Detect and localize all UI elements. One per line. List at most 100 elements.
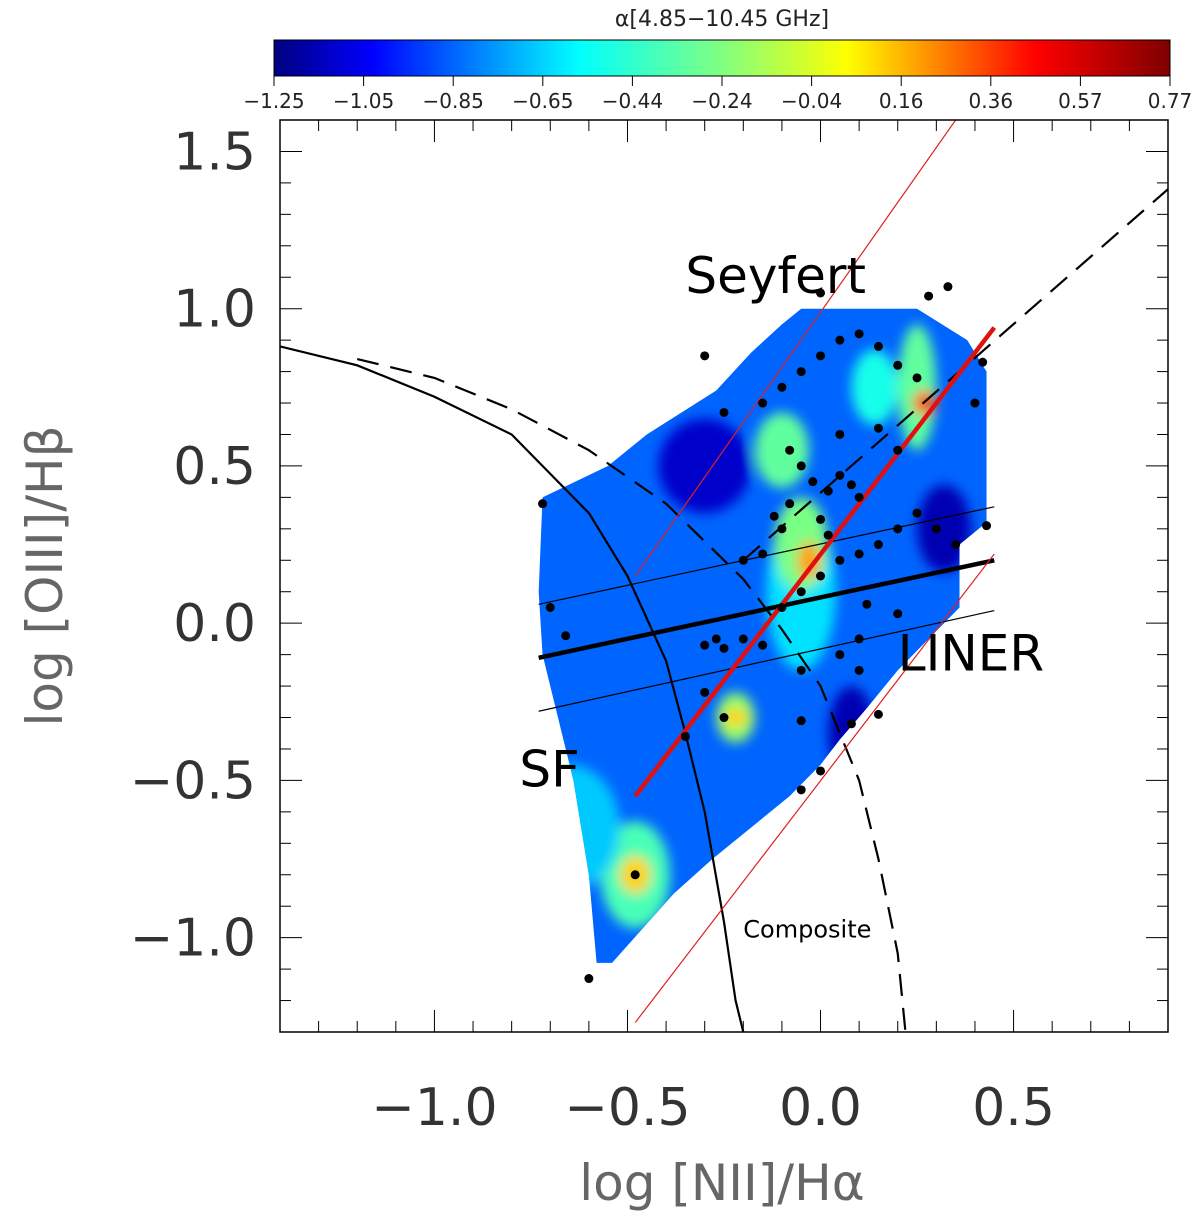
data-point <box>893 360 903 370</box>
data-point <box>816 571 826 581</box>
x-tick-label: −1.0 <box>371 1078 497 1138</box>
colorbar-tick-label: −0.65 <box>512 89 573 113</box>
colorbar-tick-label: 0.16 <box>879 89 924 113</box>
data-point <box>808 477 818 487</box>
data-point <box>846 480 856 490</box>
contour-level <box>754 412 809 488</box>
data-point <box>777 524 787 534</box>
colorbar-tick-label: −0.24 <box>691 89 752 113</box>
colorbar-title: α[4.85−10.45 GHz] <box>615 7 829 32</box>
data-point <box>816 766 826 776</box>
contour-level <box>797 541 821 580</box>
data-point <box>561 631 571 641</box>
data-point <box>835 335 845 345</box>
data-point <box>719 643 729 653</box>
data-point <box>700 640 710 650</box>
data-point <box>854 329 864 339</box>
data-point <box>978 357 988 367</box>
region-label-seyfert: Seyfert <box>685 247 866 305</box>
data-point <box>835 650 845 660</box>
data-point <box>777 602 787 612</box>
data-point <box>816 514 826 524</box>
data-point <box>893 445 903 455</box>
region-label-liner: LINER <box>898 624 1044 682</box>
data-point <box>700 687 710 697</box>
y-axis-title: log [OIII]/Hβ <box>16 425 74 726</box>
data-point <box>931 524 941 534</box>
data-point <box>835 470 845 480</box>
data-point <box>846 719 856 729</box>
data-point <box>943 282 953 292</box>
y-tick-label: 1.0 <box>173 280 256 340</box>
colorbar-tick-label: −1.05 <box>333 89 394 113</box>
data-point <box>769 511 779 521</box>
curve-red-lower <box>634 553 995 1023</box>
data-point <box>823 486 833 496</box>
x-axis-title: log [NII]/Hα <box>579 1154 864 1212</box>
data-point <box>738 634 748 644</box>
data-point <box>912 373 922 383</box>
data-point <box>538 499 548 509</box>
data-point <box>758 549 768 559</box>
curve-fit-thick <box>538 558 995 660</box>
colorbar-tick-label: −1.25 <box>243 89 304 113</box>
data-point <box>796 665 806 675</box>
contour-level <box>724 708 748 727</box>
data-point <box>873 423 883 433</box>
curve-kewley <box>356 357 907 1032</box>
data-point <box>545 602 555 612</box>
data-point <box>854 492 864 502</box>
data-point <box>719 713 729 723</box>
x-tick-label: 0.5 <box>972 1078 1055 1138</box>
data-point <box>835 429 845 439</box>
data-point <box>873 709 883 719</box>
colorbar-tick-label: 0.77 <box>1148 89 1193 113</box>
data-point <box>982 521 992 531</box>
colorbar-tick-label: −0.85 <box>423 89 484 113</box>
data-point <box>758 640 768 650</box>
data-point <box>700 351 710 361</box>
colorbar-tick-label: −0.44 <box>602 89 663 113</box>
data-point <box>785 499 795 509</box>
data-point <box>854 634 864 644</box>
data-point <box>711 634 721 644</box>
data-point <box>854 665 864 675</box>
plot-area: −1.0 −0.5 0.0 0.5 1.5 1.0 0.5 0.0 −0.5 −1.0 Seyfe… <box>130 119 1169 1138</box>
region-label-composite: Composite <box>743 916 871 944</box>
y-tick-label: −0.5 <box>130 751 256 811</box>
colorbar-tick-label: −0.04 <box>781 89 842 113</box>
axis-ticks: −1.0 −0.5 0.0 0.5 1.5 1.0 0.5 0.0 −0.5 −1.0 <box>130 119 1169 1138</box>
data-point <box>835 555 845 565</box>
region-label-sf: SF <box>519 741 580 799</box>
data-point <box>816 288 826 298</box>
data-point <box>893 524 903 534</box>
curve-red-upper <box>634 120 957 577</box>
y-tick-label: 1.5 <box>173 122 256 182</box>
data-point <box>758 398 768 408</box>
data-point <box>630 870 640 880</box>
y-tick-label: 0.0 <box>173 594 256 654</box>
data-point <box>777 382 787 392</box>
data-point <box>873 341 883 351</box>
curve-kauffmann <box>280 345 745 1032</box>
contour-level <box>851 349 898 426</box>
y-tick-label: −1.0 <box>130 909 256 969</box>
data-point <box>970 398 980 408</box>
data-point <box>796 716 806 726</box>
data-point <box>719 407 729 417</box>
plot-border <box>279 119 1169 1033</box>
data-point <box>796 785 806 795</box>
colorbar-tick-label: 0.36 <box>969 89 1014 113</box>
data-point <box>785 445 795 455</box>
y-tick-label: 0.5 <box>173 437 256 497</box>
curve-red-fit <box>633 326 997 798</box>
colorbar-tick-label: 0.57 <box>1058 89 1103 113</box>
x-tick-label: −0.5 <box>564 1078 690 1138</box>
curve-fit-thin-lower <box>538 610 995 712</box>
data-point <box>823 530 833 540</box>
colorbar: α[4.85−10.45 GHz] −1.25 −1.05 −0.85 −0.65 −0… <box>243 7 1192 113</box>
data-points <box>538 282 992 984</box>
data-point <box>873 540 883 550</box>
data-point <box>912 508 922 518</box>
